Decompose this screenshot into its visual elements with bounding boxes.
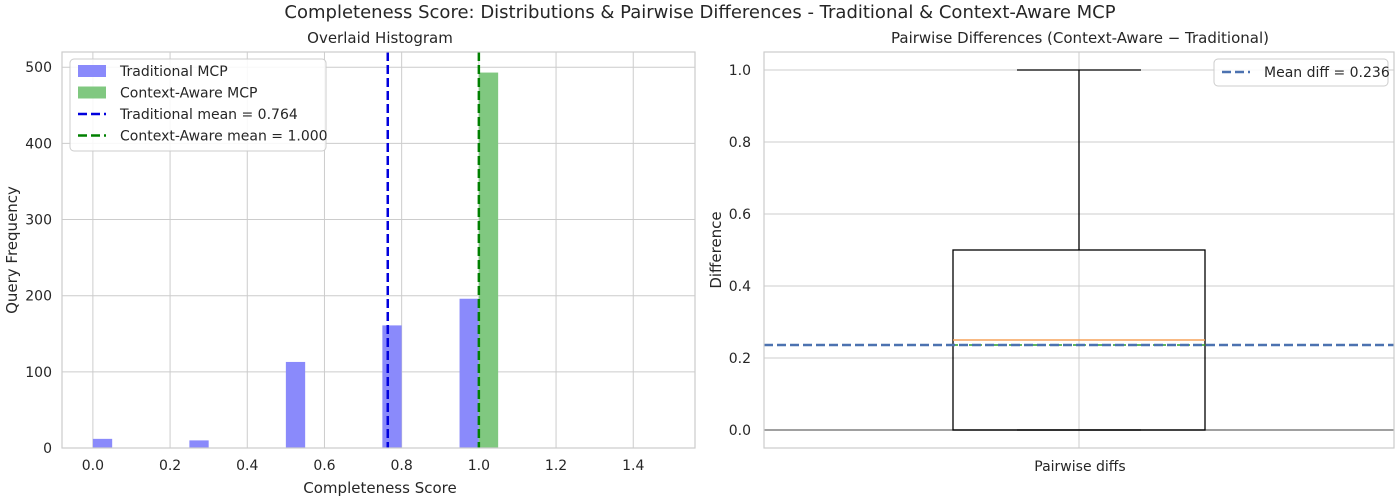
histogram-x-tick-label: 1.0	[468, 458, 490, 474]
boxplot-y-tick-label: 0.8	[729, 135, 751, 151]
histogram-chart: Overlaid Histogram 0.0 0.2 0.4 0.6 0.8 1.0 1.2…	[3, 29, 696, 497]
boxplot-legend: Mean diff = 0.236	[1213, 58, 1390, 87]
boxplot-y-tick-label: 1.0	[729, 63, 751, 79]
histogram-x-tick-label: 1.4	[622, 458, 644, 474]
histogram-x-ticks: 0.0 0.2 0.4 0.6 0.8 1.0 1.2 1.4	[82, 458, 645, 474]
boxplot-y-ticks: 0.0 0.2 0.4 0.6 0.8 1.0	[729, 63, 751, 439]
histogram-y-ticks: 0 100 200 300 400 500	[25, 60, 52, 457]
legend-label: Traditional mean = 0.764	[119, 107, 298, 123]
histogram-mean-lines	[386, 52, 481, 448]
histogram-y-tick-label: 200	[25, 289, 52, 305]
boxplot-y-tick-label: 0.4	[729, 279, 751, 295]
legend-label: Context-Aware MCP	[120, 86, 257, 102]
legend-swatch	[78, 86, 106, 99]
histogram-frame	[61, 51, 696, 449]
histogram-bar	[189, 440, 209, 448]
histogram-legend: Traditional MCP Context-Aware MCP Traditio…	[69, 58, 328, 152]
figure-suptitle: Completeness Score: Distributions & Pair…	[284, 2, 1115, 23]
boxplot-frame	[763, 51, 1395, 449]
boxplot-title: Pairwise Differences (Context-Aware − Tr…	[891, 29, 1269, 47]
histogram-bar	[285, 361, 306, 448]
histogram-y-tick-label: 100	[25, 365, 52, 381]
histogram-legend-box	[69, 58, 327, 152]
histogram-bar	[382, 325, 402, 448]
histogram-y-label: Query Frequency	[3, 186, 21, 314]
histogram-bar	[92, 438, 113, 448]
legend-swatch	[78, 65, 106, 77]
legend-label: Traditional MCP	[119, 64, 228, 80]
histogram-x-tick-label: 0.2	[159, 458, 181, 474]
legend-label: Mean diff = 0.236	[1264, 65, 1390, 81]
boxplot-chart: Pairwise Differences (Context-Aware − Tr…	[707, 29, 1395, 475]
histogram-bar	[478, 72, 499, 449]
boxplot-category-label: Pairwise diffs	[1034, 459, 1125, 475]
histogram-x-label: Completeness Score	[303, 479, 456, 497]
histogram-y-tick-label: 300	[25, 213, 52, 229]
histogram-x-tick-label: 0.8	[391, 458, 413, 474]
histogram-y-tick-label: 400	[25, 136, 52, 152]
boxplot-y-tick-label: 0.0	[729, 423, 751, 439]
histogram-y-tick-label: 500	[25, 60, 52, 76]
boxplot-y-label: Difference	[707, 211, 725, 288]
histogram-y-tick-label: 0	[43, 441, 52, 457]
legend-label: Context-Aware mean = 1.000	[120, 129, 328, 145]
boxplot-legend-box	[1213, 58, 1389, 87]
histogram-x-tick-label: 1.2	[545, 458, 567, 474]
boxplot-marks	[764, 69, 1394, 431]
boxplot-y-tick-label: 0.6	[729, 207, 751, 223]
histogram-x-tick-label: 0.6	[313, 458, 335, 474]
histogram-x-tick-label: 0.4	[236, 458, 258, 474]
histogram-title: Overlaid Histogram	[307, 29, 453, 47]
histogram-bar	[459, 298, 479, 448]
boxplot-y-tick-label: 0.2	[729, 351, 751, 367]
histogram-x-tick-label: 0.0	[82, 458, 104, 474]
